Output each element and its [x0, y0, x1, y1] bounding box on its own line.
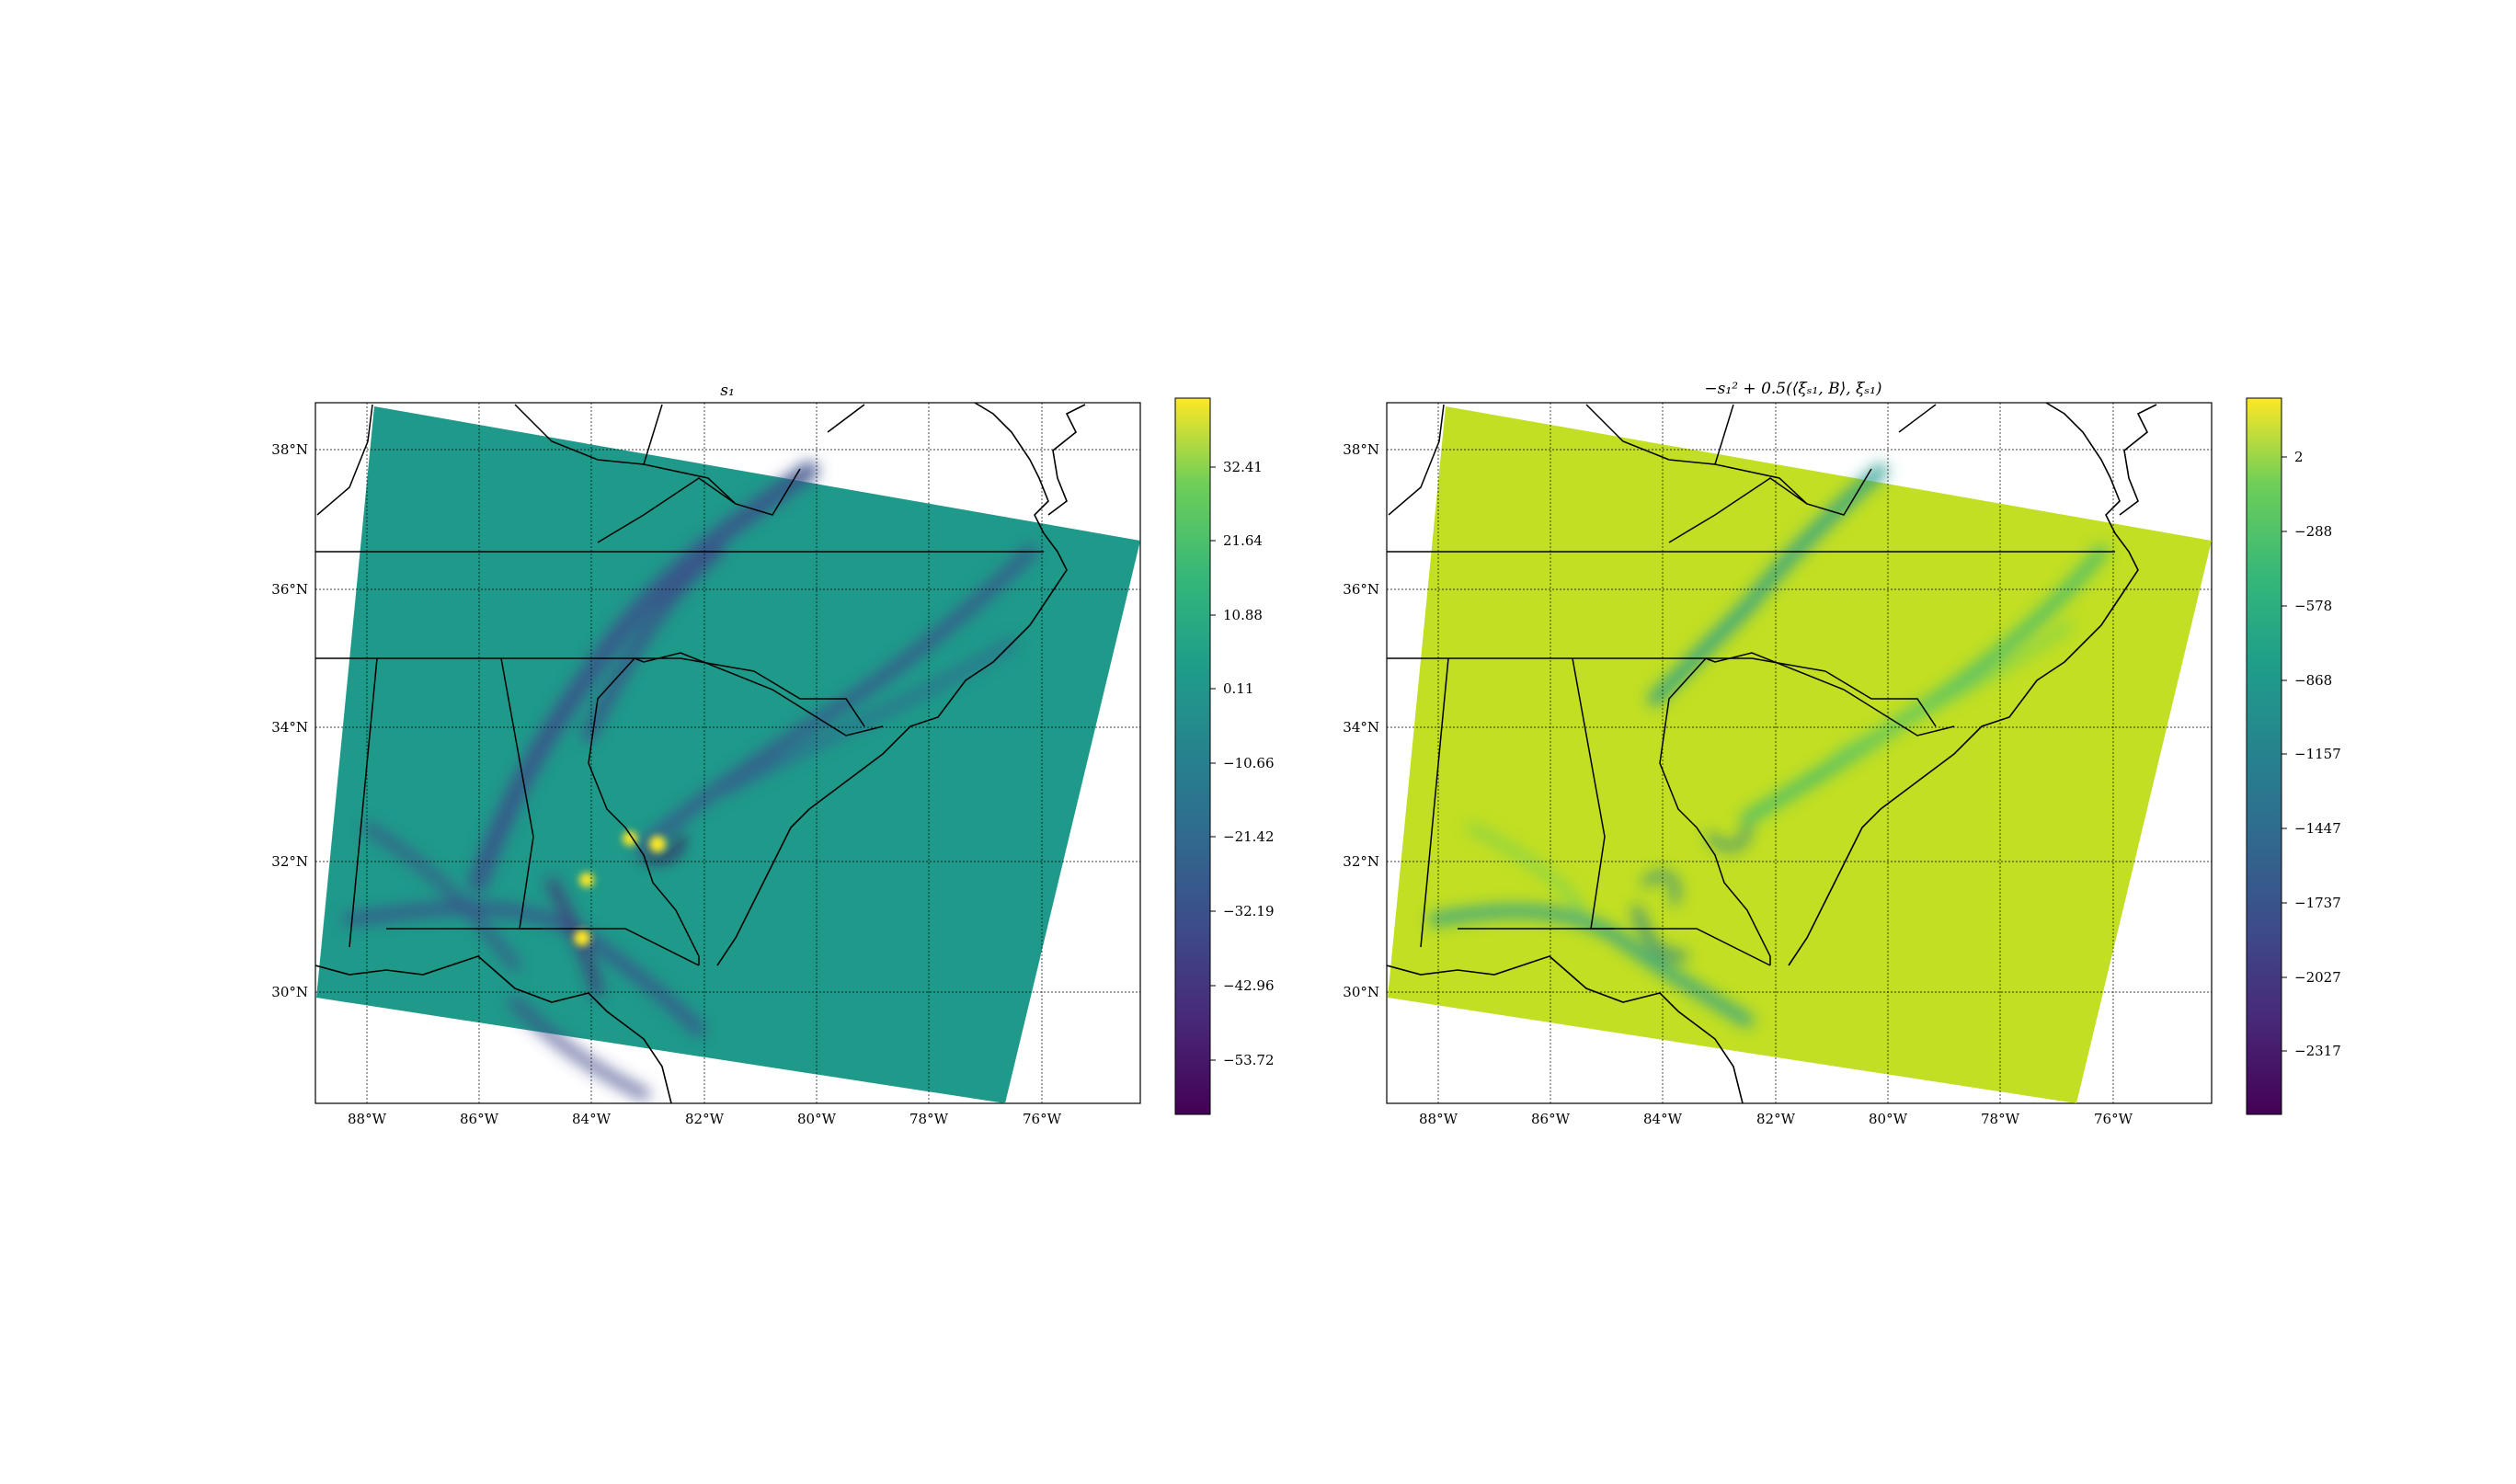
colorbar-tick: −1447	[2294, 820, 2341, 837]
lat-label: 32°N	[1343, 853, 1379, 870]
state-borders	[315, 404, 1044, 966]
lon-label: 86°W	[460, 1111, 499, 1127]
lat-label: 30°N	[271, 984, 308, 1000]
lon-tick-labels: 88°W 86°W 84°W 82°W 80°W 78°W 76°W	[1419, 1111, 2133, 1127]
colorbar-tick: −2317	[2294, 1043, 2341, 1059]
colorbar-tick: −32.19	[1223, 903, 1275, 919]
lat-label: 30°N	[1343, 984, 1379, 1000]
colorbar-tick: 10.88	[1223, 607, 1263, 623]
colorbar-left: 32.41 21.64 10.88 0.11 −10.66 −21.42 −32…	[1174, 397, 1275, 1115]
lat-label: 32°N	[271, 853, 308, 870]
colorbar-tick: −10.66	[1223, 755, 1275, 771]
lon-label: 88°W	[348, 1111, 387, 1127]
lon-label: 78°W	[909, 1111, 949, 1127]
coastline	[315, 403, 1086, 1103]
lon-label: 78°W	[1981, 1111, 2020, 1127]
map-panel-left: s₁	[271, 382, 1274, 1127]
lon-label: 82°W	[1756, 1111, 1796, 1127]
lat-tick-labels: 38°N 36°N 34°N 32°N 30°N	[1343, 441, 1379, 1000]
lon-label: 76°W	[2094, 1111, 2133, 1127]
colorbar-tick: 21.64	[1223, 532, 1263, 549]
graticule	[315, 403, 1140, 1103]
panel-title: s₁	[720, 382, 735, 400]
lon-label: 82°W	[685, 1111, 725, 1127]
lon-label: 80°W	[1869, 1111, 1908, 1127]
state-borders	[1387, 404, 2115, 966]
map-panel-right: −s₁² + 0.5(⟨ξₛ₁, B⟩, ξₛ₁)	[1343, 380, 2340, 1127]
lon-label: 84°W	[572, 1111, 612, 1127]
lon-label: 86°W	[1531, 1111, 1571, 1127]
lon-label: 80°W	[797, 1111, 837, 1127]
colorbar-tick: −868	[2294, 672, 2332, 689]
panel-title: −s₁² + 0.5(⟨ξₛ₁, B⟩, ξₛ₁)	[1704, 380, 1881, 398]
lat-label: 38°N	[271, 441, 308, 458]
graticule	[1387, 403, 2212, 1103]
lat-label: 38°N	[1343, 441, 1379, 458]
hot-spots	[574, 831, 666, 946]
field-bands	[1428, 463, 2108, 1027]
colorbar-tick: −53.72	[1223, 1052, 1275, 1068]
lon-label: 76°W	[1023, 1111, 1062, 1127]
colorbar-right: 2 −288 −578 −868 −1157 −1447 −1737 −2027…	[2246, 397, 2341, 1115]
colorbar-tick: −42.96	[1223, 977, 1275, 994]
coastline	[1387, 403, 2157, 1103]
lon-label: 84°W	[1643, 1111, 1683, 1127]
lat-label: 34°N	[1343, 719, 1379, 736]
lon-label: 88°W	[1419, 1111, 1458, 1127]
colorbar-tick: −21.42	[1223, 828, 1275, 845]
colorbar-tick: 32.41	[1223, 459, 1263, 475]
lon-tick-labels: 88°W 86°W 84°W 82°W 80°W 78°W 76°W	[348, 1111, 1062, 1127]
colorbar-tick: −578	[2294, 598, 2332, 614]
colorbar-tick: 2	[2294, 449, 2304, 465]
colorbar-tick: −1737	[2294, 895, 2341, 911]
lat-tick-labels: 38°N 36°N 34°N 32°N 30°N	[271, 441, 308, 1000]
colorbar-tick: 0.11	[1223, 680, 1253, 697]
lat-label: 36°N	[1343, 581, 1379, 598]
lat-label: 36°N	[271, 581, 308, 598]
colorbar-tick: −2027	[2294, 969, 2341, 986]
colorbar-tick: −288	[2294, 523, 2332, 540]
lat-label: 34°N	[271, 719, 308, 736]
colorbar-tick: −1157	[2294, 746, 2341, 762]
